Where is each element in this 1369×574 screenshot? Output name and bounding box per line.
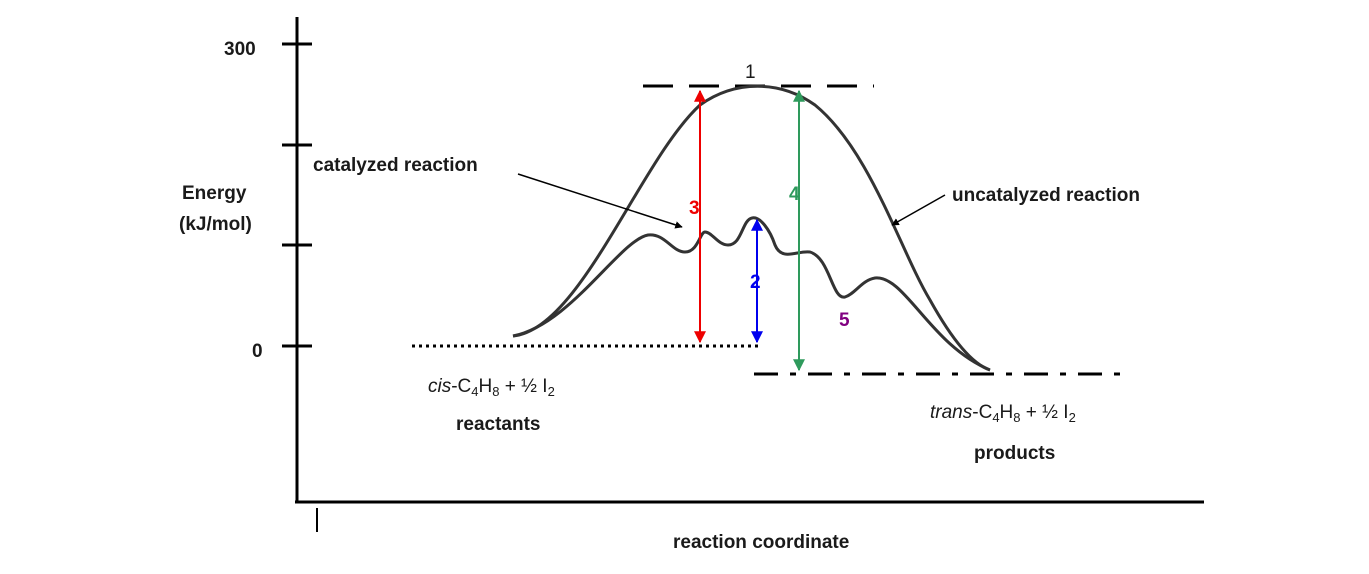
y-tick-label-0: 0 — [252, 341, 263, 362]
catalyzed-pointer-arrow — [517, 173, 683, 229]
products-label: products — [974, 443, 1055, 464]
uncatalyzed-reaction-label: uncatalyzed reaction — [952, 185, 1140, 206]
catalyzed-curve — [512, 216, 991, 372]
marker-1-label: 1 — [745, 62, 756, 83]
reactants-formula: cis-C4H8 + ½ I2 — [428, 376, 555, 399]
uncatalyzed-pointer-arrow — [891, 194, 946, 226]
y-axis-label-line2: (kJ/mol) — [179, 214, 252, 235]
catalyzed-reaction-label: catalyzed reaction — [313, 155, 478, 176]
y-axis-label-line1: Energy — [182, 183, 247, 204]
marker-3-label: 3 — [689, 198, 700, 219]
marker-5-label: 5 — [839, 310, 850, 331]
x-axis-label: reaction coordinate — [673, 532, 849, 553]
reactants-label: reactants — [456, 414, 541, 435]
marker-4-label: 4 — [789, 184, 800, 205]
y-tick-label-300: 300 — [224, 39, 256, 60]
marker-2-label: 2 — [750, 272, 761, 293]
products-formula: trans-C4H8 + ½ I2 — [930, 402, 1076, 425]
uncatalyzed-curve — [512, 84, 991, 372]
